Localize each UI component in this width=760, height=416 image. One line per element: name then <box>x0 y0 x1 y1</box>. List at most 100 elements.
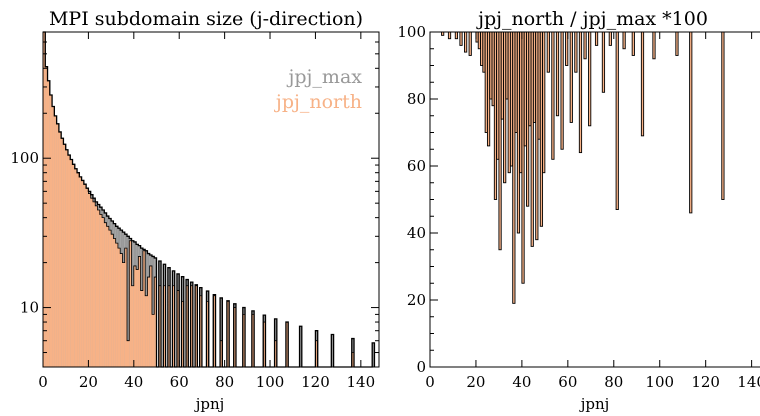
jpj-north-bar <box>133 265 137 367</box>
right-x-axis-label: jpnj <box>579 395 610 413</box>
left-x-tick-label: 20 <box>79 373 98 391</box>
jpj-north-bar <box>351 352 355 367</box>
jpj-max-bar <box>127 236 130 367</box>
left-x-axis-label: jpnj <box>194 395 225 413</box>
jpj-north-bar <box>190 285 193 367</box>
jpj-north-bar <box>220 340 223 367</box>
left-x-tick-label: 40 <box>124 373 143 391</box>
ratio-bar <box>464 31 468 53</box>
jpj-north-bar <box>129 240 132 367</box>
jpj-north-bar <box>52 106 55 367</box>
left-y-tick-label: 10 <box>20 299 39 317</box>
left-x-tick-label: 100 <box>256 373 285 391</box>
ratio-bar <box>689 31 693 214</box>
jpj-north-bar <box>274 340 277 367</box>
left-chart-title: MPI subdomain size (j-direction) <box>49 8 363 30</box>
jpj-north-bar <box>108 230 112 367</box>
ratio-bar <box>546 31 550 73</box>
right-chart: jpj_north / jpj_max *100 0 20 40 60 80 100 120… <box>397 8 760 413</box>
left-plot-area <box>43 31 376 368</box>
jpj-north-outline <box>43 31 375 368</box>
jpj-north-bar <box>124 248 127 367</box>
ratio-bar <box>454 31 459 40</box>
right-x-tick-label: 40 <box>512 373 531 391</box>
jpj-north-bar <box>181 301 184 367</box>
jpj-north-bar <box>263 322 266 367</box>
left-x-tick-label: 140 <box>347 373 376 391</box>
jpj-north-bar <box>79 176 82 367</box>
jpj-north-bar <box>97 210 100 367</box>
ratio-bar <box>551 31 555 160</box>
jpj-north-bar <box>176 290 180 367</box>
ratio-bar <box>542 31 546 174</box>
ratio-bar <box>583 31 587 60</box>
right-y-tick-label: 20 <box>407 291 426 309</box>
right-x-tick-label: 140 <box>737 373 760 391</box>
ratio-bar <box>631 31 635 56</box>
right-x-tick-label: 120 <box>691 373 720 391</box>
right-chart-title: jpj_north / jpj_max *100 <box>476 8 708 30</box>
jpj-north-bar <box>106 226 109 367</box>
jpj-north-bar <box>120 253 123 367</box>
ratio-bar <box>652 31 656 60</box>
jpj-north-bar <box>58 131 62 367</box>
jpj-north-bar <box>74 168 78 367</box>
jpj-north-bar <box>81 180 84 367</box>
jpj-north-bar <box>251 314 255 367</box>
jpj-north-bar <box>167 285 171 367</box>
left-x-tick-label: 80 <box>215 373 234 391</box>
jpj-north-bar <box>92 201 96 367</box>
jpj-north-bar <box>49 95 53 367</box>
ratio-bar <box>721 31 725 200</box>
jpj-north-bar <box>54 115 57 367</box>
jpj-north-bar <box>122 262 125 367</box>
legend-entry-jpj-north: jpj_north <box>274 91 362 113</box>
jpj-north-bar <box>163 285 166 367</box>
ratio-bar <box>588 31 592 127</box>
ratio-bar <box>441 31 445 36</box>
jpj-north-bar <box>138 256 141 367</box>
jpj-north-bar <box>95 205 98 367</box>
right-x-tick-label: 0 <box>425 373 435 391</box>
ratio-bar <box>569 31 573 123</box>
jpj-north-bar <box>315 340 318 367</box>
jpj-north-bar <box>195 285 198 367</box>
right-y-tick-label: 0 <box>416 358 426 376</box>
jpj-north-bar <box>47 80 50 367</box>
jpj-north-bar <box>151 314 155 367</box>
jpj-north-bar <box>206 301 209 367</box>
jpj-north-bar <box>56 123 59 368</box>
right-y-tick-label: 100 <box>397 23 426 41</box>
right-plot-area <box>441 31 725 304</box>
jpj-north-bar <box>158 285 162 367</box>
jpj-north-bar <box>233 307 236 367</box>
jpj-north-bar <box>285 322 289 367</box>
ratio-bar <box>615 31 619 211</box>
ratio-bar <box>468 31 472 56</box>
ratio-bar <box>447 31 452 40</box>
jpj-north-bar <box>142 250 146 367</box>
jpj-north-bar <box>111 234 114 367</box>
jpj-max-bar <box>220 297 223 367</box>
jpj-max-bar <box>151 256 155 367</box>
jpj-north-bar <box>154 277 157 367</box>
jpj-north-bar <box>77 172 80 367</box>
right-x-tick-label: 80 <box>604 373 623 391</box>
ratio-bar <box>594 31 599 46</box>
jpj-north-bar <box>149 265 152 367</box>
right-y-tick-label: 80 <box>407 90 426 108</box>
jpj-north-bar <box>172 285 175 367</box>
legend-entry-jpj-max: jpj_max <box>286 66 362 88</box>
jpj-north-bar <box>186 285 189 367</box>
jpj-north-bar <box>67 155 71 367</box>
jpj-north-bar <box>140 290 143 367</box>
right-ticks: 0 20 40 60 80 100 120 140 0 20 40 60 80 100 <box>397 23 760 391</box>
jpj-north-bar <box>45 66 48 368</box>
jpj-north-bar <box>99 214 103 367</box>
jpj-north-bar <box>145 295 148 367</box>
right-y-tick-label: 40 <box>407 224 426 242</box>
ratio-bar <box>574 31 578 73</box>
left-x-tick-label: 120 <box>301 373 330 391</box>
ratio-bar <box>601 31 606 93</box>
ratio-bar <box>608 31 612 46</box>
